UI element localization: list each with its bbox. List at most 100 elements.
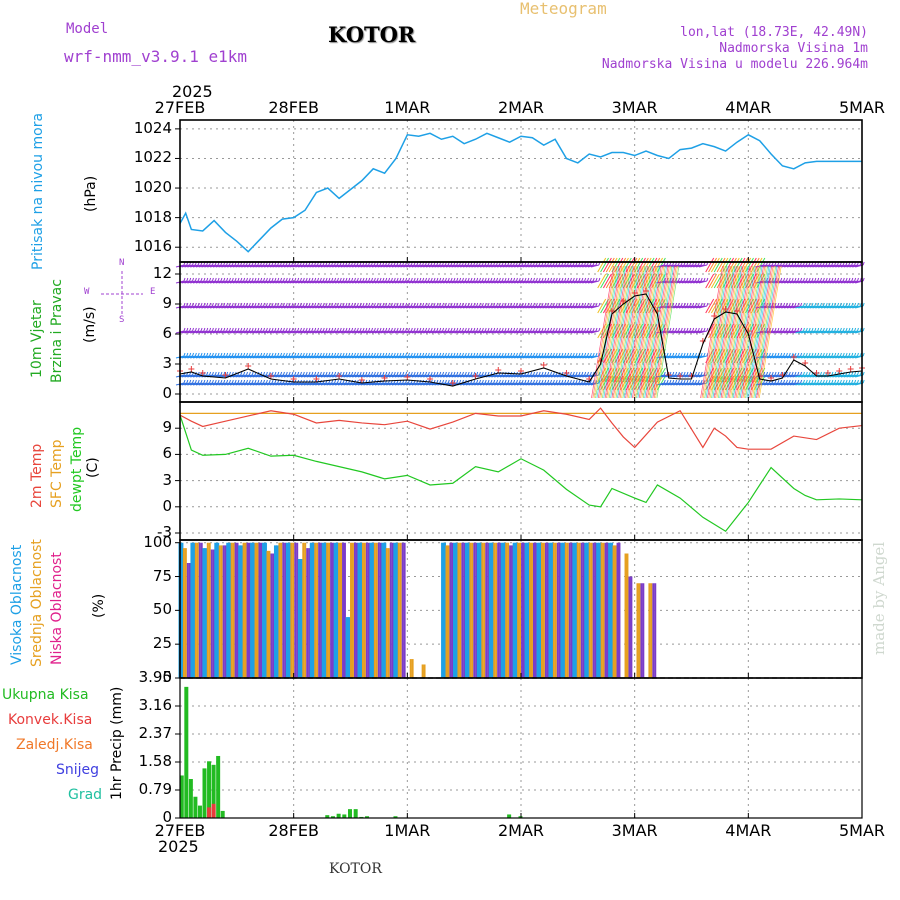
wind-barb-flag	[837, 352, 840, 357]
wind-barb-flag	[521, 302, 524, 307]
year-label-top: 2025	[172, 82, 213, 101]
wind-barb	[366, 374, 375, 378]
wind-barb-flag	[851, 302, 854, 307]
wind-gust-marker	[790, 354, 797, 360]
wind-barb	[326, 382, 335, 386]
wind-barb-flag	[828, 277, 831, 282]
wind-barb-flag	[359, 327, 362, 332]
wind-barb-flag	[768, 352, 771, 357]
wind-barb	[587, 305, 597, 309]
wind-barb	[556, 280, 565, 284]
wind-barb-flag	[831, 302, 834, 307]
wind-barb	[252, 330, 261, 334]
wind-barb-flag	[513, 302, 516, 307]
wind-barb	[181, 280, 190, 284]
wind-barb-flag	[271, 352, 274, 357]
wind-barb	[303, 280, 312, 284]
wind-storm-hatch	[727, 265, 751, 399]
wind-barb	[658, 355, 668, 359]
wind-barb-flag	[444, 327, 447, 332]
wind-barb-flag	[186, 302, 189, 307]
data-layer	[175, 132, 865, 818]
panel-frame	[179, 401, 863, 541]
wind-storm-hatch	[637, 265, 661, 399]
wind-barb	[488, 374, 497, 378]
cloud-unit: (%)	[91, 593, 107, 618]
wind-barb	[403, 382, 412, 386]
wind-barb	[766, 305, 776, 309]
wind-barb	[428, 355, 438, 359]
wind-barb-flag	[197, 302, 200, 307]
wind-barb-flag	[484, 379, 487, 384]
wind-barb	[204, 264, 213, 268]
wind-barb	[617, 257, 627, 273]
wind-gust-marker	[518, 368, 524, 374]
wind-barb-flag	[851, 277, 854, 282]
wind-barb-flag	[254, 277, 257, 282]
wind-barb	[533, 374, 543, 378]
wind-barb-flag	[322, 302, 325, 307]
wind-barb-flag	[226, 302, 229, 307]
wind-barb-flag	[857, 277, 859, 282]
wind-barb-flag	[336, 302, 339, 307]
wind-barb	[249, 305, 259, 309]
wind-barb	[312, 355, 321, 359]
wind-barb	[263, 280, 273, 284]
wind-barb-flag	[800, 371, 803, 376]
wind-barb	[181, 382, 190, 386]
wind-barb	[411, 382, 420, 386]
wind-barb-flag	[487, 352, 490, 357]
wind-barb-flag	[390, 277, 393, 282]
y-tick-label: 3.16	[138, 696, 172, 714]
wind-barb	[559, 355, 568, 359]
wind-barb	[496, 305, 506, 309]
wind-barb	[786, 330, 796, 334]
wind-barb	[272, 355, 281, 359]
wind-barb	[218, 280, 227, 284]
wind-storm-hatch	[600, 265, 624, 399]
wind-barb	[406, 330, 415, 334]
wind-barb-flag	[527, 277, 530, 282]
wind-barb-flag	[354, 352, 356, 357]
wind-barb-flag	[240, 371, 243, 376]
wind-barb-flag	[388, 277, 391, 282]
wind-barb-flag	[339, 379, 342, 384]
wind-barb-flag	[368, 277, 371, 282]
wind-barb	[249, 355, 259, 359]
wind-barb-flag	[393, 352, 396, 357]
wind-barb	[840, 280, 850, 284]
wind-barb-flag	[669, 352, 672, 357]
wind-barb-flag	[450, 277, 453, 282]
wind-barb-flag	[572, 277, 575, 282]
wind-storm-hatch	[623, 265, 647, 399]
wind-barb	[678, 330, 688, 334]
wind-barb	[309, 382, 318, 386]
wind-barb	[255, 280, 264, 284]
wind-barb-flag	[530, 302, 533, 307]
wind-barb-flag	[263, 379, 266, 384]
wind-barb	[573, 280, 582, 284]
wind-barb	[352, 374, 361, 378]
wind-barb-flag	[433, 371, 436, 376]
wind-barb-flag	[248, 371, 251, 376]
wind-barb	[326, 280, 335, 284]
wind-barb	[823, 382, 833, 386]
wind-barb	[579, 382, 588, 386]
wind-barb-flag	[854, 371, 857, 376]
wind-barb-flag	[251, 379, 254, 384]
wind-barb	[374, 280, 384, 284]
wind-barb-flag	[569, 352, 572, 357]
wind-barb	[772, 374, 781, 378]
wind-barb	[698, 330, 707, 334]
wind-barb	[366, 280, 375, 284]
wind-barb	[386, 382, 395, 386]
wind-barb	[670, 374, 679, 378]
wind-barb-flag	[800, 352, 803, 357]
wind-barb-flag	[408, 277, 410, 282]
wind-barb	[806, 330, 815, 334]
wind-barb-flag	[561, 302, 564, 307]
wind-barb	[442, 330, 452, 334]
wind-barb	[408, 330, 418, 334]
wind-barb-flag	[521, 327, 524, 332]
wind-barb-flag	[328, 352, 331, 357]
